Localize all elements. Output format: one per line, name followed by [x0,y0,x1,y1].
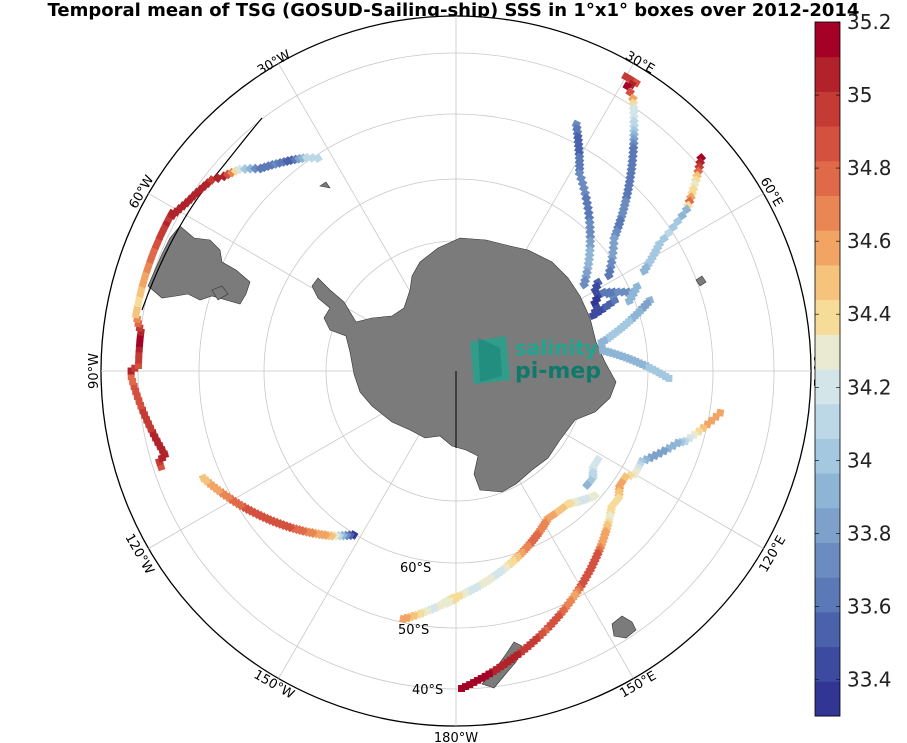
sss-cell [399,614,408,624]
sss-cell [603,270,614,281]
logo-text-salinity: salinity [515,336,598,360]
sss-cell [127,373,135,381]
meridian-line [278,63,420,308]
colorbar-tick-label: 35 [847,83,872,107]
kerguelen [695,275,707,287]
colorbar-band [815,264,840,301]
sss-cell [245,163,256,174]
sss-cell [668,222,679,233]
colorbar-frame [814,21,841,717]
colorbar-bands [815,22,840,717]
colorbar-tick-label: 33.8 [847,521,892,545]
sss-cell [198,473,208,483]
colorbar-tick-label: 33.6 [847,594,892,618]
colorbar-band [815,56,840,92]
lat-label-60s: 60°S [400,561,431,576]
colorbar-tick-label: 34.4 [847,302,892,326]
sss-cell [677,210,688,221]
lon-label-90w: 90°W [87,353,102,389]
colorbar-band [815,577,840,613]
colorbar-tick-label: 33.4 [847,668,892,692]
salinity-pi-mep-logo: salinity pi-mep [470,336,601,384]
sss-cell [234,164,245,175]
colorbar-band [815,542,840,578]
colorbar-band [815,230,840,266]
sss-cell [457,684,466,693]
falkland-islands [211,285,229,301]
meridian-line [278,434,420,679]
antarctica-landmass [311,237,617,493]
south-georgia [319,181,331,189]
sss-cell [659,233,669,244]
colorbar-tick-label: 34.8 [847,156,892,180]
sss-cell [301,152,312,163]
colorbar: 33.4 33.6 33.8 34 34.2 34.4 34.6 34.8 35 35.2 [814,10,892,717]
colorbar-ticks: 33.4 33.6 33.8 34 34.2 34.4 34.6 34.8 35 35.2 [815,10,892,692]
colorbar-band [815,195,840,231]
colorbar-tick-label: 34.6 [847,229,892,253]
colorbar-band [815,334,840,370]
colorbar-band [815,403,840,439]
lon-label-180w: 180°W [434,731,478,743]
colorbar-band [815,160,840,196]
meridian-line [148,407,393,549]
sss-cell [313,153,323,164]
colorbar-tick-label: 34.2 [847,375,892,399]
sss-cell [681,204,692,215]
latitude-labels: 40°S 50°S 60°S [398,561,443,698]
sss-cell [665,374,673,383]
sss-cell [582,480,593,490]
sss-cell [135,350,143,359]
logo-mark-shade [478,338,502,382]
colorbar-tick-label: 35.2 [847,10,892,34]
colorbar-band [815,91,840,127]
salinity-cells [127,71,725,693]
sss-cell [672,216,683,227]
meridian-line [148,193,393,335]
sss-cell [632,281,642,292]
colorbar-band [815,681,840,717]
sss-cell [639,266,649,276]
colorbar-band [815,369,840,405]
sss-cell [250,163,261,174]
tasmania [611,615,637,639]
colorbar-band [815,611,840,648]
colorbar-band [815,299,840,335]
colorbar-band [815,438,840,474]
colorbar-band [815,507,840,543]
sss-cell [579,279,589,290]
sss-cell [135,356,143,364]
chart-title: Temporal mean of TSG (GOSUD-Sailing-ship… [47,0,860,21]
sss-cell [134,361,143,370]
sss-cell [135,345,144,353]
colorbar-band [815,126,840,162]
sss-cell [307,153,318,163]
south-america-tip [147,225,251,305]
colorbar-band [815,22,840,58]
lat-label-50s: 50°S [398,623,429,638]
colorbar-tick-label: 34 [847,448,872,472]
logo-text-pi-mep: pi-mep [515,359,601,384]
colorbar-band [815,646,840,682]
colorbar-band [815,473,840,509]
lat-label-40s: 40°S [412,683,443,698]
